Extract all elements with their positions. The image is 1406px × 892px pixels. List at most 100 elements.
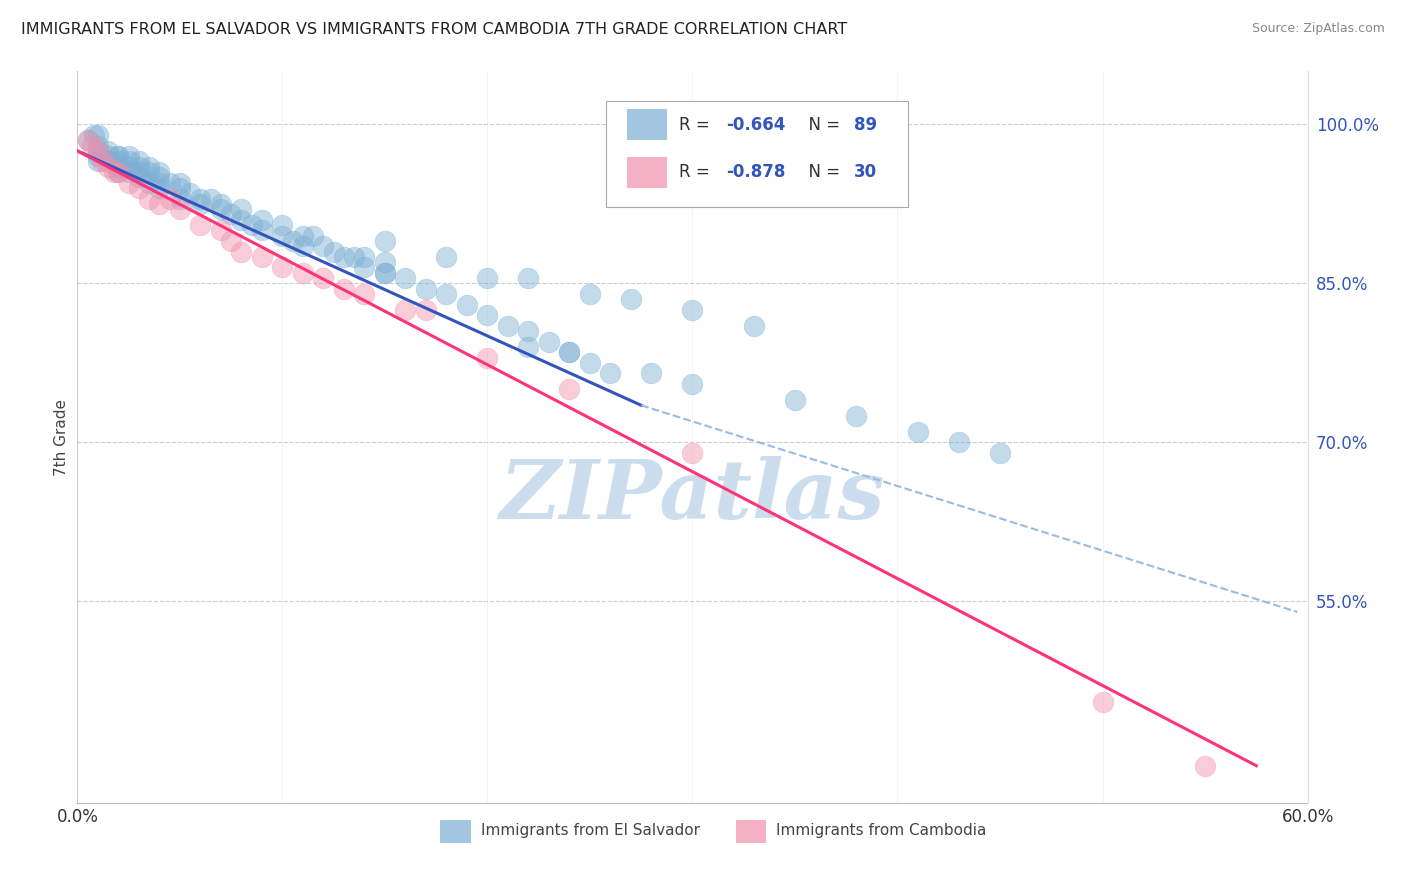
Point <box>477 271 499 285</box>
Text: -0.664: -0.664 <box>725 116 785 134</box>
Point <box>97 149 120 163</box>
Bar <box>440 820 471 843</box>
Text: Immigrants from Cambodia: Immigrants from Cambodia <box>776 823 987 838</box>
Point <box>537 334 560 349</box>
Point <box>209 197 232 211</box>
Point <box>80 138 103 153</box>
Point <box>845 409 868 423</box>
Point <box>271 218 294 232</box>
Text: N =: N = <box>799 116 845 134</box>
Point <box>477 351 499 365</box>
Point <box>517 271 540 285</box>
Point <box>103 165 125 179</box>
Bar <box>627 157 666 187</box>
Point <box>76 133 98 147</box>
Point <box>200 192 222 206</box>
Point <box>579 287 602 301</box>
Point <box>436 250 458 264</box>
Point <box>179 186 201 201</box>
Text: 89: 89 <box>853 116 877 134</box>
Point <box>209 202 232 216</box>
Point <box>138 165 160 179</box>
Point <box>682 302 704 317</box>
Point <box>97 160 120 174</box>
Point <box>250 212 273 227</box>
Point <box>353 250 375 264</box>
Point <box>374 266 396 280</box>
Point <box>250 223 273 237</box>
Point <box>87 144 110 158</box>
Text: R =: R = <box>679 116 714 134</box>
Point <box>87 144 110 158</box>
Point <box>148 170 170 185</box>
Bar <box>735 820 766 843</box>
Point <box>159 192 181 206</box>
Point <box>219 207 242 221</box>
FancyBboxPatch shape <box>606 101 908 207</box>
Point <box>231 244 253 259</box>
Text: Immigrants from El Salvador: Immigrants from El Salvador <box>481 823 700 838</box>
Point <box>97 154 120 169</box>
Point <box>394 271 416 285</box>
Point <box>87 154 110 169</box>
Point <box>281 234 304 248</box>
Point <box>117 154 139 169</box>
Point <box>231 202 253 216</box>
Point <box>1194 758 1216 772</box>
Point <box>436 287 458 301</box>
Point <box>107 154 129 169</box>
Point <box>374 255 396 269</box>
Point <box>117 149 139 163</box>
Point <box>291 266 314 280</box>
Point <box>128 160 150 174</box>
Point <box>333 282 356 296</box>
Point <box>988 446 1011 460</box>
Point <box>517 324 540 338</box>
Point <box>97 144 120 158</box>
Text: -0.878: -0.878 <box>725 163 785 181</box>
Y-axis label: 7th Grade: 7th Grade <box>53 399 69 475</box>
Point <box>148 165 170 179</box>
Point <box>302 228 325 243</box>
Point <box>87 138 110 153</box>
Point <box>415 282 437 296</box>
Point <box>907 425 929 439</box>
Point <box>128 170 150 185</box>
Point <box>188 192 212 206</box>
Point <box>415 302 437 317</box>
Point <box>558 383 581 397</box>
Point <box>209 223 232 237</box>
Point <box>87 128 110 142</box>
Point <box>558 345 581 359</box>
Point <box>333 250 356 264</box>
Point <box>188 197 212 211</box>
Point <box>76 133 98 147</box>
Point <box>291 239 314 253</box>
Point <box>343 250 366 264</box>
Point <box>128 165 150 179</box>
Point <box>291 228 314 243</box>
Point <box>456 297 478 311</box>
Point <box>271 228 294 243</box>
Point <box>169 202 191 216</box>
Point <box>394 302 416 317</box>
Point <box>558 345 581 359</box>
Point <box>271 260 294 275</box>
Point <box>742 318 765 333</box>
Point <box>250 250 273 264</box>
Point <box>322 244 344 259</box>
Point <box>148 176 170 190</box>
Point <box>138 160 160 174</box>
Point <box>159 176 181 190</box>
Point <box>374 266 396 280</box>
Point <box>579 356 602 370</box>
Text: ZIPatlas: ZIPatlas <box>499 456 886 535</box>
Point <box>83 128 105 142</box>
Point <box>312 239 335 253</box>
Point <box>640 367 662 381</box>
Point <box>107 165 129 179</box>
Point <box>107 149 129 163</box>
Point <box>231 212 253 227</box>
Point <box>107 165 129 179</box>
Point <box>148 181 170 195</box>
